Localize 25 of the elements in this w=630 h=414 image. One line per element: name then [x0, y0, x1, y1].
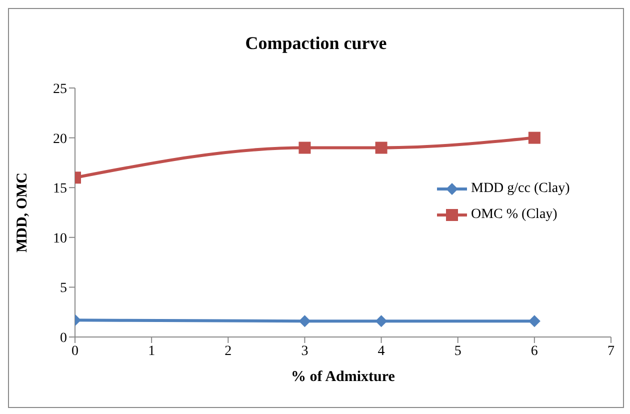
point	[375, 142, 388, 154]
chart-title: Compaction curve	[244, 33, 388, 54]
x-axis-title: % of Admixture	[291, 369, 396, 385]
x-tick-label: 6	[530, 344, 538, 359]
legend-label: OMC % (Clay)	[471, 207, 558, 223]
y-tick-label: 5	[60, 281, 67, 296]
point	[375, 315, 388, 328]
x-tick-label: 5	[454, 344, 462, 359]
x-tick-label: 2	[224, 344, 232, 359]
x-tick-label: 1	[148, 344, 156, 359]
point	[528, 315, 540, 328]
y-tick-label: 25	[53, 82, 67, 97]
legend-label: MDD g/cc (Clay)	[471, 181, 570, 197]
y-tick-label: 10	[53, 231, 67, 246]
y-tick-label: 15	[53, 182, 67, 197]
point	[298, 142, 311, 154]
x-tick-label: 7	[608, 344, 614, 359]
x-tick-label: 3	[301, 344, 308, 359]
y-tick-label: 0	[60, 330, 67, 346]
x-tick-label: 4	[378, 344, 385, 359]
x-tick-label: 0	[72, 344, 78, 359]
y-axis-title: MDD, OMC	[14, 172, 30, 252]
point	[298, 315, 311, 328]
y-tick-label: 20	[53, 132, 67, 147]
point	[528, 132, 540, 144]
